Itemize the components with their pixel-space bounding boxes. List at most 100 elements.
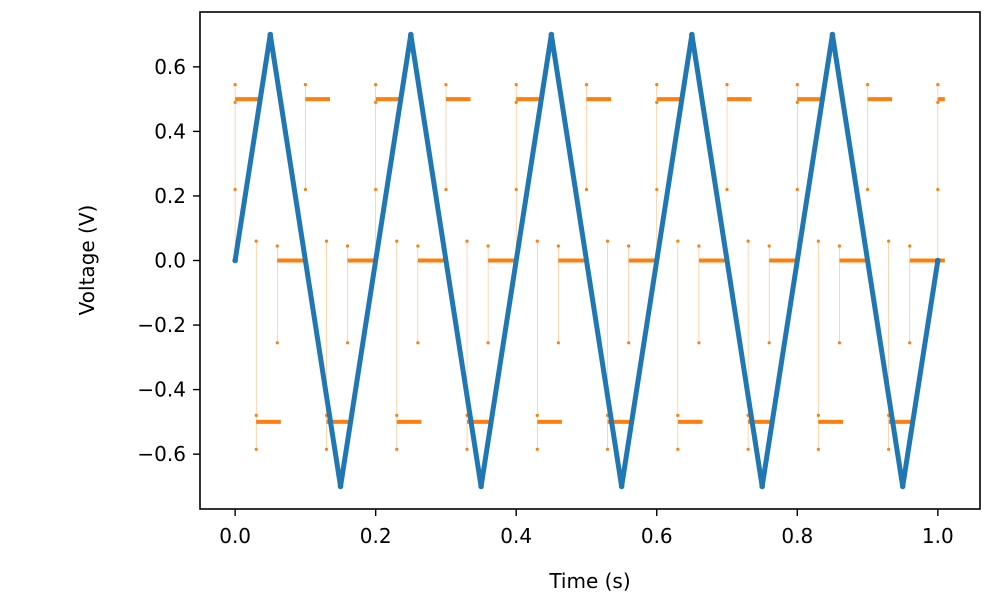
series-orange-point — [627, 341, 631, 345]
series-blue-point — [267, 31, 274, 38]
series-orange-point — [345, 341, 350, 345]
series-orange-point — [233, 83, 237, 87]
y-tick-label: 0.0 — [154, 249, 186, 273]
series-orange-point — [254, 413, 258, 418]
series-orange-point — [254, 447, 258, 451]
series-orange-point — [936, 100, 940, 104]
series-blue-point — [232, 257, 238, 264]
series-orange-point — [275, 341, 279, 345]
series-orange-point — [697, 341, 701, 345]
series-orange-point — [233, 100, 237, 104]
series-orange-point — [908, 341, 912, 345]
series-blue-point — [829, 31, 836, 38]
series-orange-point — [936, 83, 940, 87]
series-orange-point — [887, 239, 891, 243]
series-orange-point — [514, 187, 518, 192]
series-orange-point — [816, 413, 820, 418]
series-orange-point — [233, 187, 237, 192]
series-orange-point — [395, 239, 399, 243]
series-orange-point — [486, 244, 490, 248]
series-orange-point — [837, 244, 842, 248]
series-orange-point — [887, 447, 891, 451]
series-orange-point — [936, 187, 940, 192]
series-blue-point — [759, 483, 765, 490]
series-orange-point — [908, 244, 912, 248]
series-orange-point — [303, 83, 308, 87]
series-orange-point — [676, 447, 680, 451]
series-blue-point — [618, 483, 625, 490]
x-axis: 0.0 0.2 0.4 0.6 0.8 1.0 — [219, 509, 954, 548]
series-orange-point — [535, 413, 539, 418]
y-tick-label: 0.4 — [154, 119, 186, 143]
series-orange-point — [725, 187, 729, 192]
series-blue-point — [689, 31, 695, 38]
series-blue-point — [408, 31, 414, 38]
series-blue-point — [935, 257, 941, 264]
y-tick-label: −0.6 — [137, 442, 186, 466]
series-orange-point — [254, 239, 258, 243]
series-blue — [232, 31, 941, 490]
series-orange-point — [374, 100, 378, 104]
series-orange-point — [374, 83, 378, 87]
y-tick-label: 0.2 — [154, 184, 186, 208]
series-orange-point — [584, 187, 589, 192]
series-blue-line — [232, 32, 941, 489]
y-tick-label: −0.2 — [137, 313, 186, 337]
series-orange-point — [395, 413, 399, 418]
series-orange-point — [816, 239, 820, 243]
series-orange-point — [697, 244, 701, 248]
plot-area — [232, 31, 945, 490]
y-tick-label: −0.4 — [137, 378, 186, 402]
series-orange-point — [725, 83, 729, 87]
series-blue-point — [548, 31, 555, 38]
series-orange-point — [816, 447, 820, 451]
series-orange-point — [655, 187, 659, 192]
series-orange-point — [865, 187, 870, 192]
series-orange-point — [556, 244, 560, 248]
series-orange-point — [444, 187, 448, 192]
series-blue-point — [337, 483, 344, 490]
series-orange-point — [605, 447, 610, 451]
series-orange — [233, 83, 945, 451]
series-orange-point — [303, 187, 308, 192]
series-orange-point — [837, 341, 842, 345]
series-orange-point — [746, 447, 750, 451]
series-orange-point — [535, 239, 539, 243]
series-blue-point — [478, 483, 484, 490]
series-orange-point — [416, 244, 420, 248]
x-tick-label: 1.0 — [922, 524, 954, 548]
series-orange-point — [374, 187, 378, 192]
series-orange-point — [275, 244, 279, 248]
series-orange-point — [767, 244, 771, 248]
series-orange-point — [655, 83, 659, 87]
series-orange-point — [746, 239, 750, 243]
series-orange-point — [676, 413, 680, 418]
series-orange-point — [324, 447, 329, 451]
x-tick-label: 0.6 — [641, 524, 673, 548]
series-orange-point — [584, 83, 589, 87]
series-orange-point — [795, 83, 799, 87]
series-orange-point — [556, 341, 560, 345]
series-orange-point — [605, 239, 610, 243]
series-orange-point — [444, 83, 448, 87]
y-axis-title: Voltage (V) — [75, 205, 99, 316]
y-axis: 0.6 0.4 0.2 0.0 −0.2 −0.4 −0.6 — [137, 55, 200, 466]
series-orange-point — [345, 244, 350, 248]
x-tick-label: 0.0 — [219, 524, 251, 548]
x-tick-label: 0.8 — [781, 524, 813, 548]
x-axis-title: Time (s) — [548, 569, 630, 593]
x-tick-label: 0.4 — [500, 524, 532, 548]
series-orange-point — [627, 244, 631, 248]
series-orange-point — [676, 239, 680, 243]
series-orange-point — [465, 447, 469, 451]
series-orange-point — [655, 100, 659, 104]
y-tick-label: 0.6 — [154, 55, 186, 79]
series-orange-point — [324, 239, 329, 243]
series-orange-point — [795, 187, 799, 192]
series-orange-point — [416, 341, 420, 345]
series-orange-point — [486, 341, 490, 345]
series-orange-point — [395, 447, 399, 451]
x-tick-label: 0.2 — [360, 524, 392, 548]
series-orange-point — [465, 239, 469, 243]
